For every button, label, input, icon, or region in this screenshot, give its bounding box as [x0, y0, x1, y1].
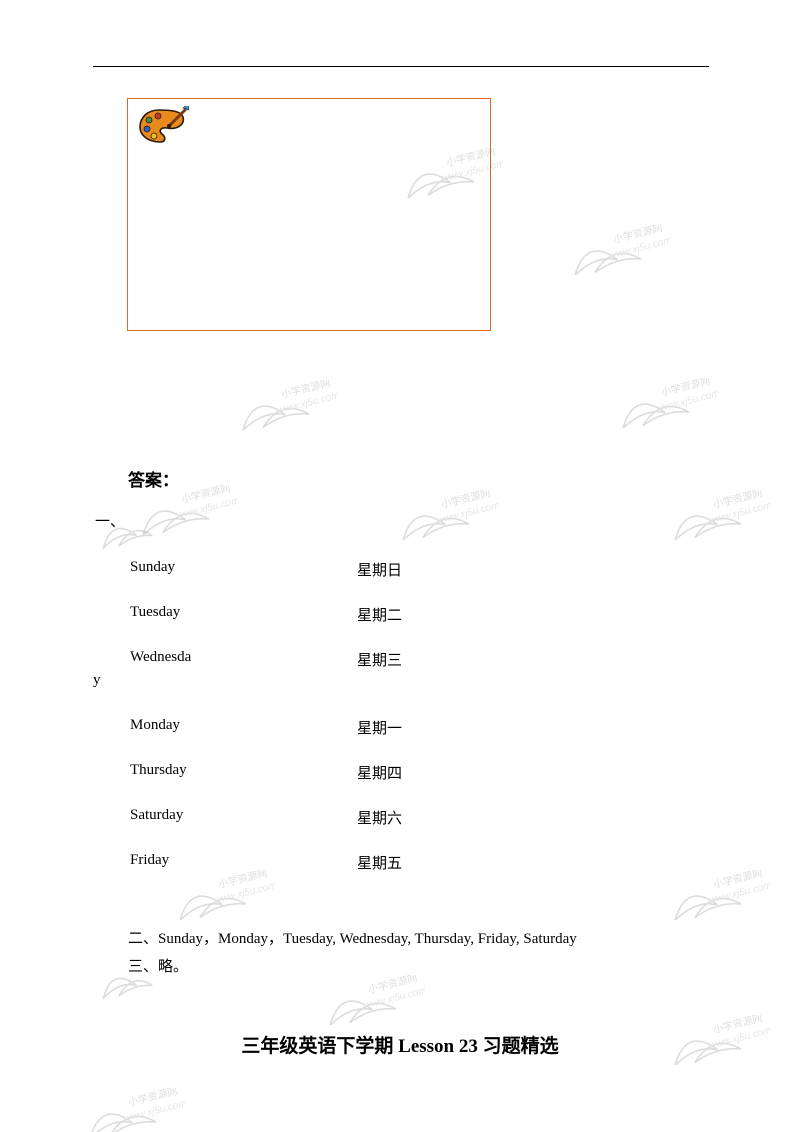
section-one-label: 一、 — [95, 510, 125, 531]
pair-en: Monday — [130, 717, 180, 734]
svg-text:www.xj5u.com: www.xj5u.com — [363, 985, 425, 1011]
pair-cn: 星期四 — [357, 762, 402, 783]
svg-text:www.xj5u.com: www.xj5u.com — [176, 495, 238, 521]
svg-text:小学资源网: 小学资源网 — [217, 870, 269, 891]
svg-text:小学资源网: 小学资源网 — [127, 1088, 179, 1109]
pair-cn: 星期一 — [357, 717, 402, 738]
pair-cn: 星期二 — [357, 604, 402, 625]
watermark-icon: 小学资源网 www.xj5u.com — [608, 378, 718, 428]
pair-en: Sunday — [130, 559, 175, 576]
svg-text:小学资源网: 小学资源网 — [660, 378, 712, 399]
lesson-title: 三年级英语下学期 Lesson 23 习题精选 — [0, 1031, 800, 1058]
top-rule — [93, 66, 709, 67]
palette-icon — [137, 106, 189, 144]
pair-cn: 星期六 — [357, 807, 402, 828]
pair-en: Tuesday — [130, 604, 180, 621]
svg-text:小学资源网: 小学资源网 — [440, 490, 492, 511]
svg-text:小学资源网: 小学资源网 — [612, 225, 664, 246]
svg-text:小学资源网: 小学资源网 — [280, 380, 332, 401]
watermark-icon: 小学资源网 www.xj5u.com — [660, 870, 770, 920]
watermark-icon: 小学资源网 www.xj5u.com — [315, 975, 425, 1025]
pair-cn: 星期三 — [357, 649, 402, 670]
svg-text:www.xj5u.com: www.xj5u.com — [276, 390, 338, 416]
svg-text:www.xj5u.com: www.xj5u.com — [656, 388, 718, 414]
answer-heading: 答案： — [128, 466, 179, 491]
svg-text:小学资源网: 小学资源网 — [180, 485, 232, 506]
svg-text:www.xj5u.com: www.xj5u.com — [708, 500, 770, 526]
page: 小学资源网 www.xj5u.com 小学资源网 www.xj5u.com 小学… — [0, 0, 800, 1132]
watermark-icon: 小学资源网 www.xj5u.com — [228, 380, 338, 430]
pair-cn: 星期五 — [357, 852, 402, 873]
watermark-icon: 小学资源网 www.xj5u.com — [165, 870, 275, 920]
watermark-icon: 小学资源网 www.xj5u.com — [75, 1088, 185, 1132]
svg-text:小学资源网: 小学资源网 — [712, 490, 764, 511]
answer-two: 二、Sunday，Monday，Tuesday, Wednesday, Thur… — [128, 927, 577, 948]
pair-en: Thursday — [130, 762, 187, 779]
pair-en: Saturday — [130, 807, 183, 824]
watermark-icon: 小学资源网 www.xj5u.com — [128, 485, 238, 535]
svg-text:小学资源网: 小学资源网 — [367, 975, 419, 996]
answer-three: 三、略。 — [128, 955, 188, 976]
pair-cn: 星期日 — [357, 559, 402, 580]
watermark-icon: 小学资源网 www.xj5u.com — [388, 490, 498, 540]
pair-en: Friday — [130, 852, 169, 869]
svg-text:www.xj5u.com: www.xj5u.com — [436, 500, 498, 526]
svg-text:www.xj5u.com: www.xj5u.com — [213, 880, 275, 906]
wrapped-letter: y — [93, 672, 101, 689]
svg-text:www.xj5u.com: www.xj5u.com — [708, 880, 770, 906]
svg-text:小学资源网: 小学资源网 — [712, 870, 764, 891]
watermark-icon: 小学资源网 www.xj5u.com — [560, 225, 670, 275]
image-placeholder-box — [127, 98, 491, 331]
svg-text:www.xj5u.com: www.xj5u.com — [123, 1098, 185, 1124]
watermark-icon: 小学资源网 www.xj5u.com — [660, 490, 770, 540]
svg-text:www.xj5u.com: www.xj5u.com — [608, 235, 670, 261]
pair-en: Wednesda — [130, 649, 191, 666]
